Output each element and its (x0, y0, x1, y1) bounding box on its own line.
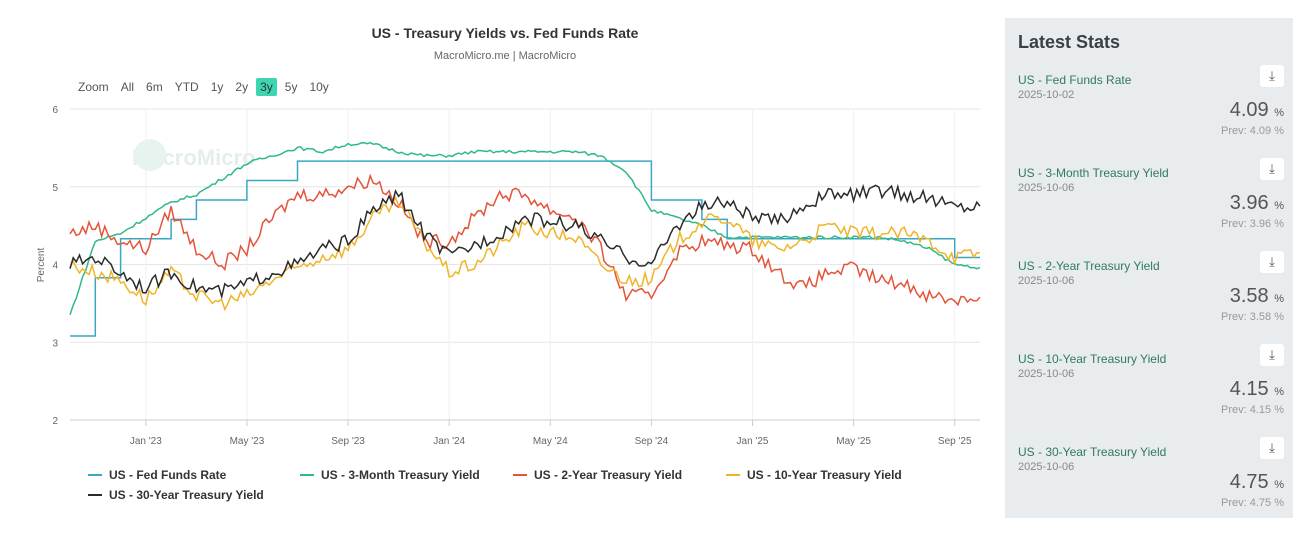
zoom-5y[interactable]: 5y (284, 80, 298, 94)
stat-prev: Prev: 4.75 % (1221, 497, 1284, 509)
y-tick-label: 4 (52, 261, 58, 272)
value-unit: % (1274, 200, 1284, 212)
value-unit: % (1274, 107, 1284, 119)
legend-fed-funds[interactable]: US - Fed Funds Rate (88, 468, 226, 482)
stat-name[interactable]: US - 2-Year Treasury Yield (1018, 259, 1160, 273)
stat-value: 3.96 % (1230, 192, 1284, 215)
zoom-ytd[interactable]: YTD (174, 80, 199, 94)
stat-name[interactable]: US - 3-Month Treasury Yield (1018, 166, 1169, 180)
zoom-all[interactable]: All (120, 80, 135, 94)
y-tick-label: 6 (52, 105, 58, 116)
legend-30y[interactable]: US - 30-Year Treasury Yield (88, 488, 264, 502)
chart-title: US - Treasury Yields vs. Fed Funds Rate (371, 25, 639, 41)
stat-item: US - Fed Funds Rate 2025-10-02 ⤓ 4.09 % … (1018, 65, 1288, 163)
stat-date: 2025-10-06 (1018, 182, 1075, 194)
stat-value: 3.58 % (1230, 285, 1284, 308)
x-tick-label: Jan '24 (433, 436, 465, 447)
stat-name[interactable]: US - 30-Year Treasury Yield (1018, 445, 1167, 459)
latest-stats-panel: Latest Stats US - Fed Funds Rate 2025-10… (1005, 18, 1293, 518)
x-tick-label: Sep '23 (331, 436, 365, 447)
value-number: 4.15 (1229, 378, 1269, 400)
download-icon[interactable]: ⤓ (1260, 158, 1284, 180)
stat-prev: Prev: 3.58 % (1221, 311, 1284, 323)
zoom-selector: Zoom All 6m YTD 1y 2y 3y 5y 10y (74, 78, 333, 96)
x-tick-label: May '24 (533, 436, 568, 447)
stat-prev: Prev: 3.96 % (1221, 218, 1284, 230)
legend-label: US - 2-Year Treasury Yield (534, 468, 683, 482)
value-unit: % (1274, 479, 1284, 491)
stat-item: US - 2-Year Treasury Yield 2025-10-06 ⤓ … (1018, 251, 1288, 349)
x-tick-label: Jan '25 (737, 436, 769, 447)
legend-label: US - 10-Year Treasury Yield (747, 468, 902, 482)
zoom-3y[interactable]: 3y (256, 78, 277, 96)
stat-prev: Prev: 4.09 % (1221, 125, 1284, 137)
legend-label: US - 3-Month Treasury Yield (321, 468, 480, 482)
stat-value: 4.09 % (1230, 99, 1284, 122)
series-line-3 (69, 195, 981, 312)
series-line-1 (69, 141, 981, 315)
stat-prev: Prev: 4.15 % (1221, 404, 1284, 416)
zoom-2y[interactable]: 2y (235, 80, 249, 94)
zoom-10y[interactable]: 10y (309, 80, 329, 94)
value-unit: % (1274, 386, 1284, 398)
download-icon[interactable]: ⤓ (1260, 251, 1284, 273)
zoom-1y[interactable]: 1y (210, 80, 224, 94)
series-line-2 (69, 173, 981, 307)
value-number: 4.09 (1229, 99, 1269, 121)
chart-subtitle: MacroMicro.me | MacroMicro (433, 50, 577, 62)
legend-label: US - Fed Funds Rate (109, 468, 227, 482)
legend-10y[interactable]: US - 10-Year Treasury Yield (726, 468, 902, 482)
stat-item: US - 3-Month Treasury Yield 2025-10-06 ⤓… (1018, 158, 1288, 256)
panel-title: Latest Stats (1018, 32, 1121, 52)
stat-date: 2025-10-06 (1018, 368, 1075, 380)
series-line-4 (69, 183, 981, 300)
value-number: 3.96 (1229, 192, 1269, 214)
download-icon[interactable]: ⤓ (1260, 65, 1284, 87)
y-tick-label: 2 (52, 416, 58, 427)
value-number: 4.75 (1229, 471, 1269, 493)
legend-label: US - 30-Year Treasury Yield (109, 488, 264, 502)
stat-item: US - 30-Year Treasury Yield 2025-10-06 ⤓… (1018, 437, 1288, 535)
x-tick-label: Jan '23 (130, 436, 162, 447)
stat-name[interactable]: US - 10-Year Treasury Yield (1018, 352, 1167, 366)
zoom-label: Zoom (78, 80, 109, 94)
value-unit: % (1274, 293, 1284, 305)
legend-2y[interactable]: US - 2-Year Treasury Yield (513, 468, 682, 482)
x-tick-label: Sep '24 (635, 436, 669, 447)
y-tick-label: 3 (52, 338, 58, 349)
legend-3m[interactable]: US - 3-Month Treasury Yield (300, 468, 480, 482)
stat-value: 4.15 % (1230, 378, 1284, 401)
zoom-6m[interactable]: 6m (146, 80, 163, 94)
y-axis-label: Percent (36, 248, 47, 283)
download-icon[interactable]: ⤓ (1260, 437, 1284, 459)
stat-item: US - 10-Year Treasury Yield 2025-10-06 ⤓… (1018, 344, 1288, 442)
stat-date: 2025-10-06 (1018, 461, 1075, 473)
stat-name[interactable]: US - Fed Funds Rate (1018, 73, 1132, 87)
value-number: 3.58 (1229, 285, 1269, 307)
stat-date: 2025-10-02 (1018, 89, 1075, 101)
series-line-0 (70, 160, 980, 337)
y-tick-label: 5 (52, 183, 58, 194)
stat-date: 2025-10-06 (1018, 275, 1075, 287)
watermark-logo-icon (134, 139, 166, 171)
x-tick-label: May '23 (230, 436, 265, 447)
x-tick-label: May '25 (836, 436, 871, 447)
download-icon[interactable]: ⤓ (1260, 344, 1284, 366)
x-tick-label: Sep '25 (938, 436, 972, 447)
stat-value: 4.75 % (1230, 471, 1284, 494)
